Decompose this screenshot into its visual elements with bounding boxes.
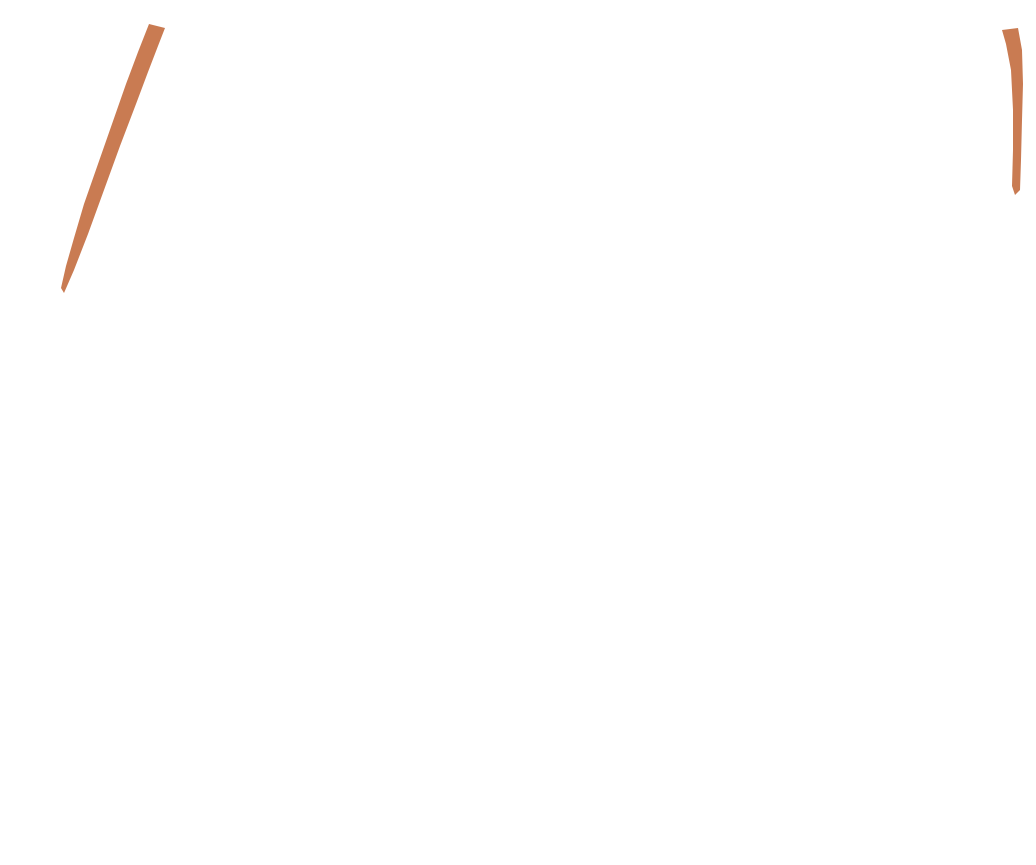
brush-stroke	[1002, 28, 1023, 195]
brush-stroke	[61, 24, 165, 293]
